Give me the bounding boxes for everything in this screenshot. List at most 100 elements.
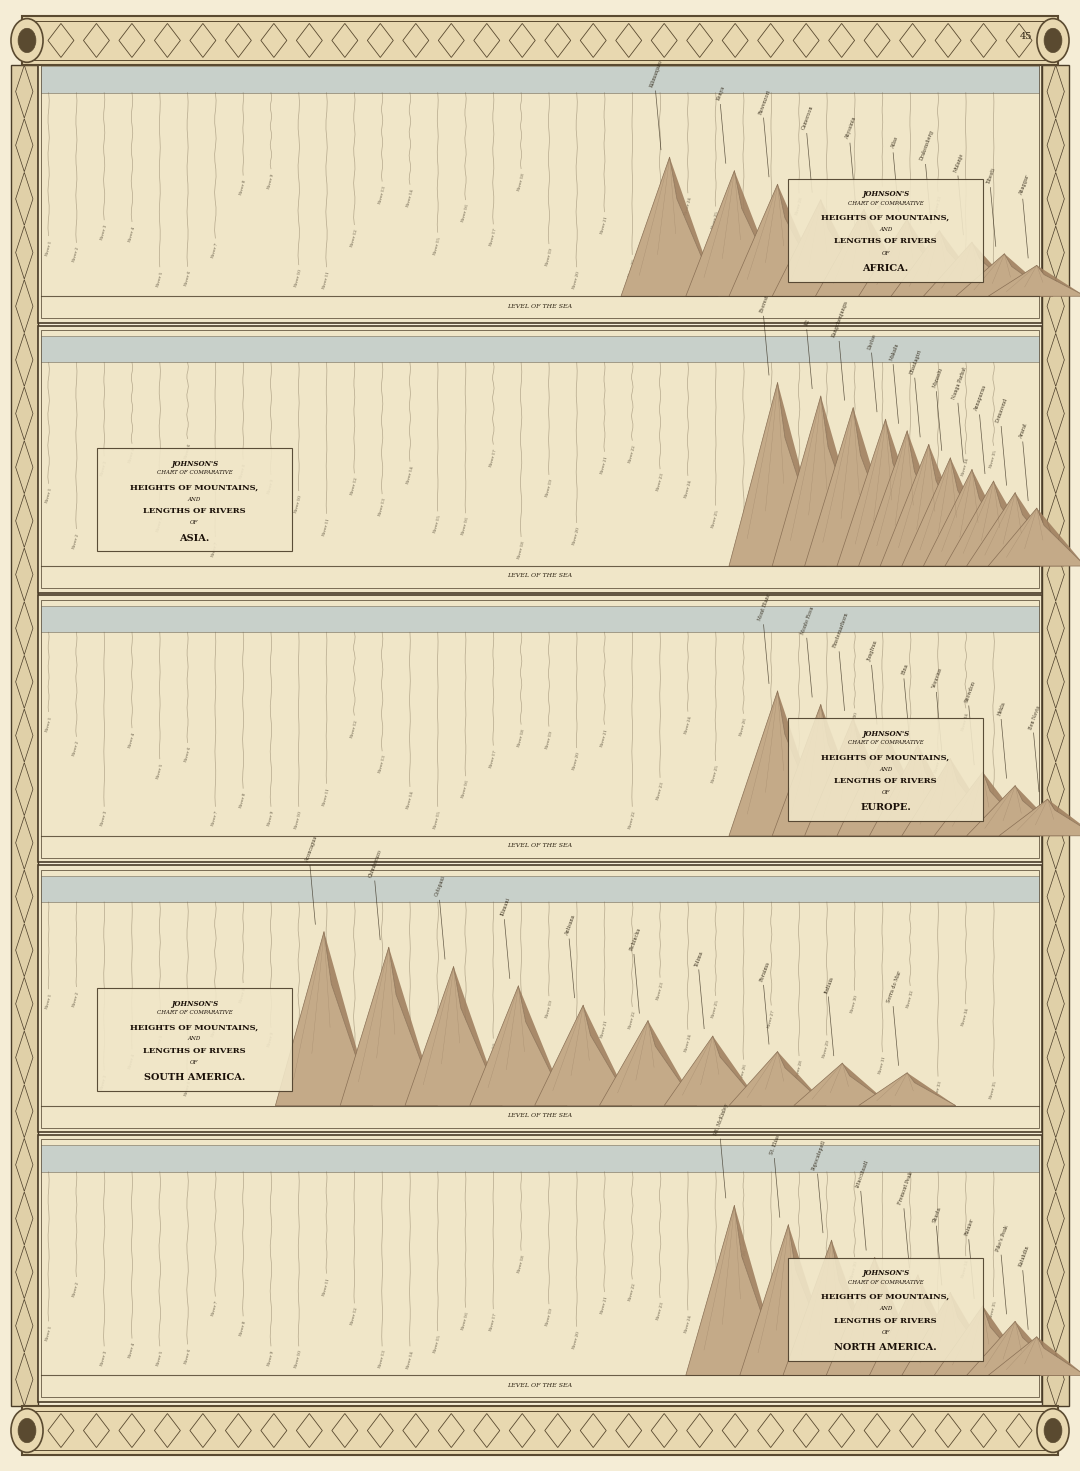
Polygon shape — [474, 24, 500, 57]
Polygon shape — [275, 931, 373, 1106]
Text: River 21: River 21 — [600, 1296, 609, 1315]
Polygon shape — [1037, 265, 1080, 296]
Text: River 14: River 14 — [406, 1053, 415, 1072]
Polygon shape — [864, 24, 890, 57]
Polygon shape — [119, 1414, 145, 1447]
Text: River 28: River 28 — [795, 197, 804, 215]
Bar — [38, 865, 1042, 1133]
Bar — [38, 325, 1042, 593]
Polygon shape — [815, 209, 913, 296]
Text: River 16: River 16 — [461, 1312, 470, 1330]
Text: River 29: River 29 — [823, 1040, 832, 1058]
Polygon shape — [296, 1414, 322, 1447]
Text: River 19: River 19 — [544, 249, 553, 266]
Polygon shape — [438, 24, 464, 57]
Polygon shape — [1048, 1299, 1064, 1352]
Text: River 23: River 23 — [656, 783, 664, 800]
Circle shape — [1037, 19, 1069, 62]
Text: OF: OF — [881, 790, 890, 796]
Text: Kilimanjaro: Kilimanjaro — [649, 59, 664, 88]
Polygon shape — [405, 966, 502, 1106]
Text: River 23: River 23 — [656, 474, 664, 491]
Text: HEIGHTS OF MOUNTAINS,: HEIGHTS OF MOUNTAINS, — [822, 213, 949, 222]
Text: River 19: River 19 — [544, 1000, 553, 1018]
Text: River 24: River 24 — [684, 1315, 692, 1333]
Text: River 28: River 28 — [795, 516, 804, 534]
Text: River 22: River 22 — [629, 259, 636, 277]
Text: Fremont Peak: Fremont Peak — [896, 1171, 914, 1206]
Text: Pichincha: Pichincha — [629, 927, 642, 952]
Text: River 12: River 12 — [350, 719, 359, 738]
Polygon shape — [470, 986, 567, 1106]
Polygon shape — [510, 24, 536, 57]
Polygon shape — [15, 709, 32, 762]
Polygon shape — [686, 1205, 783, 1375]
Polygon shape — [793, 24, 819, 57]
Text: LEVEL OF THE SEA: LEVEL OF THE SEA — [508, 843, 572, 849]
Text: River 8: River 8 — [240, 1321, 247, 1336]
Text: Annapurna: Annapurna — [974, 384, 987, 412]
Text: OF: OF — [190, 1061, 199, 1065]
Polygon shape — [1048, 762, 1064, 815]
Polygon shape — [940, 231, 988, 296]
Text: Mt. McKinley: Mt. McKinley — [714, 1103, 729, 1136]
Polygon shape — [1048, 816, 1064, 869]
Polygon shape — [544, 24, 570, 57]
Polygon shape — [1015, 493, 1064, 566]
Text: River 20: River 20 — [572, 1331, 581, 1349]
Polygon shape — [580, 1414, 606, 1447]
Text: Cotopaxi: Cotopaxi — [434, 875, 447, 897]
Text: River 25: River 25 — [712, 1000, 720, 1018]
Polygon shape — [734, 171, 783, 296]
Text: River 6: River 6 — [184, 1349, 191, 1364]
Polygon shape — [15, 1084, 32, 1137]
Text: River 20: River 20 — [572, 527, 581, 546]
Text: Kenya: Kenya — [716, 85, 727, 101]
Polygon shape — [1048, 494, 1064, 547]
Text: River 1: River 1 — [44, 240, 53, 256]
Text: Etna: Etna — [901, 663, 909, 675]
Polygon shape — [15, 1246, 32, 1299]
Text: River 25: River 25 — [712, 765, 720, 784]
Text: Popocatepetl: Popocatepetl — [811, 1139, 826, 1171]
Text: River 35: River 35 — [989, 1302, 998, 1319]
Text: River 10: River 10 — [295, 1043, 303, 1061]
Polygon shape — [821, 396, 869, 566]
Text: River 11: River 11 — [322, 1071, 330, 1089]
Polygon shape — [687, 1414, 713, 1447]
Text: CHART OF COMPARATIVE: CHART OF COMPARATIVE — [848, 200, 923, 206]
Text: AND: AND — [188, 1037, 201, 1041]
Text: River 27: River 27 — [767, 541, 775, 559]
Polygon shape — [1015, 1321, 1064, 1375]
Text: River 5: River 5 — [156, 1350, 164, 1367]
Text: Rainier: Rainier — [964, 1218, 975, 1237]
Polygon shape — [580, 24, 606, 57]
Text: River 30: River 30 — [850, 994, 859, 1014]
Polygon shape — [713, 1036, 761, 1106]
Text: Ahaggar: Ahaggar — [1017, 175, 1030, 196]
Polygon shape — [832, 1240, 880, 1375]
Text: River 16: River 16 — [461, 518, 470, 535]
Text: AND: AND — [879, 1306, 892, 1311]
Text: Ararat: Ararat — [1018, 422, 1029, 438]
Text: River 9: River 9 — [267, 480, 274, 494]
Text: River 30: River 30 — [850, 1261, 859, 1280]
Text: Illimani: Illimani — [500, 897, 511, 916]
Bar — [97, 989, 292, 1091]
Polygon shape — [945, 481, 1042, 566]
Text: Snowdon: Snowdon — [963, 680, 976, 703]
Text: River 22: River 22 — [629, 444, 636, 463]
Text: River 20: River 20 — [572, 752, 581, 771]
Polygon shape — [880, 444, 977, 566]
Text: River 32: River 32 — [906, 990, 915, 1008]
Bar — [41, 66, 1039, 93]
Text: River 9: River 9 — [267, 174, 274, 188]
Text: River 34: River 34 — [961, 459, 970, 477]
Text: River 13: River 13 — [378, 1066, 387, 1084]
Text: River 8: River 8 — [240, 463, 247, 480]
Polygon shape — [438, 1414, 464, 1447]
Polygon shape — [994, 481, 1042, 566]
Text: LEVEL OF THE SEA: LEVEL OF THE SEA — [508, 1114, 572, 1118]
Circle shape — [11, 1409, 43, 1452]
Polygon shape — [1048, 1139, 1064, 1192]
